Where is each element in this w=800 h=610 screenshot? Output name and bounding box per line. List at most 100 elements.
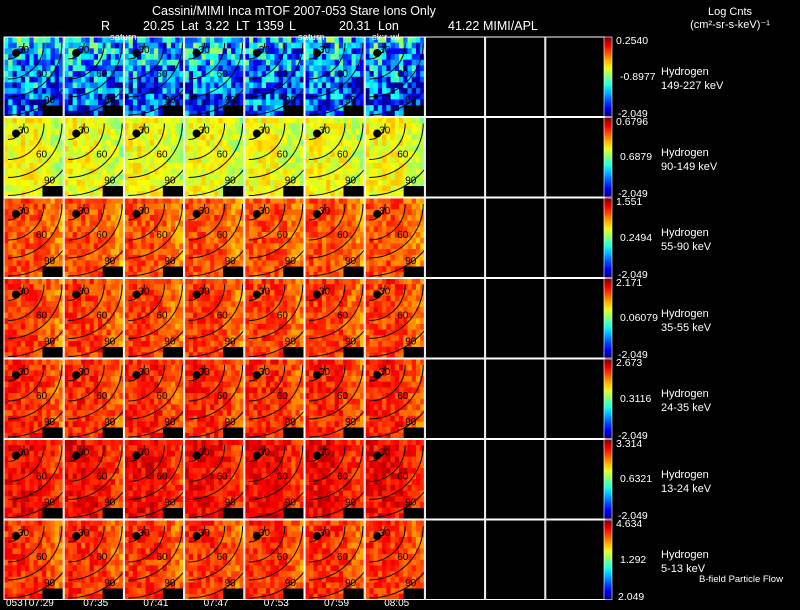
colorbar-min: -2.049 — [618, 188, 648, 200]
frame-1-2: 30 60 90 — [123, 117, 201, 198]
contour-label: 60 — [36, 472, 48, 483]
contour-label: 90 — [405, 95, 417, 106]
frame-0-8 — [485, 36, 546, 117]
frame-6-6: 30 60 90 — [364, 519, 442, 600]
contour-label: 60 — [96, 391, 108, 402]
contour-label: 90 — [164, 256, 176, 267]
frame-3-7 — [424, 278, 486, 359]
contour-label: 30 — [319, 206, 331, 217]
contour-label: 30 — [138, 45, 150, 56]
contour-label: 30 — [18, 287, 30, 298]
contour-label: 90 — [44, 578, 56, 589]
contour-label: 30 — [138, 126, 150, 137]
frame-1-6: 30 60 90 — [364, 117, 442, 198]
contour-label: 90 — [164, 417, 176, 428]
colorbar-min: -2.049 — [618, 268, 648, 281]
frame-3-5: 30 60 90 — [304, 278, 382, 359]
contour-label: 30 — [138, 528, 150, 539]
frame-5-2: 30 60 90 — [123, 439, 201, 520]
contour-label: 60 — [96, 311, 108, 322]
contour-label: 30 — [78, 448, 90, 459]
contour-label: 60 — [36, 150, 48, 161]
contour-label: 90 — [285, 256, 297, 267]
frame-6-2: 30 60 90 — [123, 519, 201, 600]
contour-label: 60 — [397, 150, 409, 161]
contour-label: 90 — [44, 417, 56, 428]
contour-label: 60 — [337, 69, 349, 80]
lat-value: 3.22 — [205, 19, 230, 33]
contour-label: 30 — [319, 126, 331, 137]
colorbar-min: -2.049 — [618, 429, 648, 442]
energy-label: 24-35 keV — [661, 402, 712, 414]
frame-0-2: 30 60 90 — [123, 36, 201, 117]
time-tick-label: 07:41 — [143, 598, 169, 609]
contour-label: 90 — [225, 417, 237, 428]
time-tick-label: 07:47 — [203, 598, 229, 609]
frame-3-8 — [485, 278, 546, 359]
contour-label: 60 — [337, 150, 349, 161]
contour-label: 60 — [156, 552, 168, 563]
contour-label: 90 — [345, 95, 357, 106]
contour-label: 30 — [18, 448, 30, 459]
org-label: MIMI/APL — [483, 19, 538, 33]
contour-label: 90 — [104, 498, 116, 509]
frame-0-5: 30 60 90 — [304, 36, 382, 117]
contour-label: 30 — [18, 45, 30, 56]
r-label: R — [101, 19, 111, 33]
contour-label: 30 — [18, 126, 30, 137]
species-label: Hydrogen — [661, 549, 709, 561]
contour-label: 90 — [285, 95, 297, 106]
frame-3-3: 30 60 90 — [184, 278, 262, 359]
time-tick-label: 07:59 — [324, 598, 350, 609]
time-tick-label: 07:53 — [263, 598, 289, 609]
frame-6-9 — [545, 519, 606, 600]
contour-label: 30 — [138, 287, 150, 298]
contour-label: 30 — [319, 367, 331, 378]
contour-label: 90 — [405, 498, 417, 509]
contour-label: 60 — [397, 391, 409, 402]
contour-label: 30 — [319, 287, 331, 298]
contour-label: 90 — [104, 95, 116, 106]
frame-5-5: 30 60 90 — [304, 439, 382, 520]
contour-label: 30 — [259, 528, 271, 539]
contour-label: 60 — [217, 472, 229, 483]
colorbar-min: -2.049 — [618, 349, 648, 361]
frame-3-2: 30 60 90 — [123, 278, 201, 359]
contour-label: 60 — [217, 391, 229, 402]
frame-3-0: 30 60 90 — [3, 278, 81, 359]
contour-label: 60 — [96, 472, 108, 483]
lon-value: 41.22 — [448, 19, 480, 33]
contour-label: 90 — [104, 176, 116, 187]
colorbar-max: 4.634 — [616, 518, 643, 530]
contour-label: 60 — [36, 311, 48, 322]
colorbar-title: Log Cnts — [707, 6, 753, 18]
contour-label: 90 — [104, 578, 116, 589]
contour-label: 30 — [319, 528, 331, 539]
frame-6-5: 30 60 90 — [304, 519, 382, 600]
contour-label: 30 — [199, 448, 211, 459]
contour-label: 60 — [36, 552, 48, 563]
frame-0-6: 30 60 90 — [364, 36, 442, 117]
contour-label: 60 — [217, 311, 229, 322]
frame-0-0: 30 60 90 — [3, 36, 81, 117]
frame-3-9 — [545, 278, 606, 359]
contour-label: 60 — [96, 69, 108, 80]
contour-label: 30 — [199, 206, 211, 217]
r-value: 20.25 — [143, 19, 175, 33]
frame-2-4: 30 60 90 — [244, 197, 322, 278]
contour-label: 60 — [217, 552, 229, 563]
contour-label: 90 — [104, 337, 116, 348]
contour-label: 90 — [164, 176, 176, 187]
colorbar-1 — [603, 117, 613, 198]
contour-label: 90 — [225, 95, 237, 106]
contour-label: 90 — [225, 337, 237, 348]
colorbar-6 — [603, 519, 613, 600]
frame-1-3: 30 60 90 — [184, 117, 262, 198]
contour-label: 30 — [78, 287, 90, 298]
colorbar-mid: 0.6321 — [620, 473, 653, 486]
frame-2-0: 30 60 90 — [3, 197, 81, 278]
contour-label: 60 — [397, 552, 409, 563]
contour-label: 30 — [259, 367, 271, 378]
contour-label: 90 — [164, 498, 176, 509]
